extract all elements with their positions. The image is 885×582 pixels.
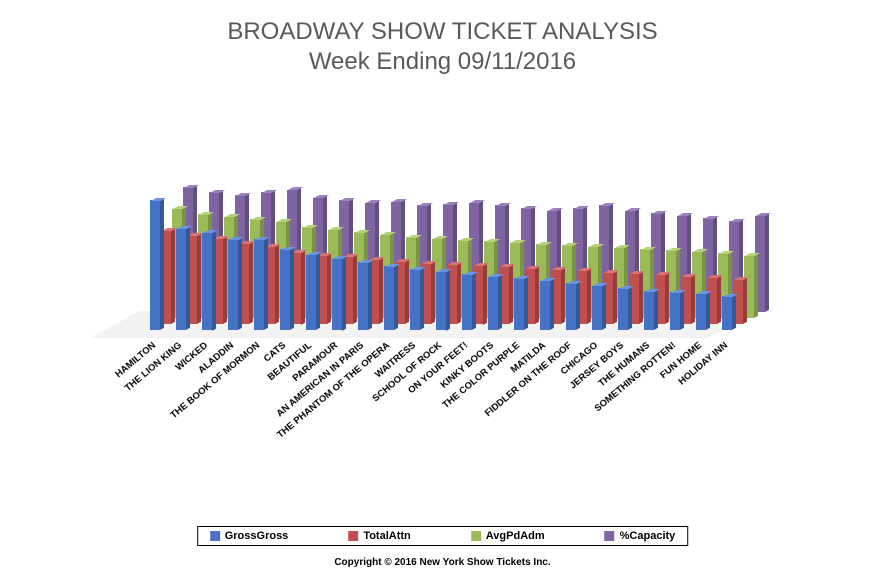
legend-label: AvgPdAdm bbox=[486, 530, 545, 542]
chart-title-line2: Week Ending 09/11/2016 bbox=[0, 48, 885, 76]
legend-item: GrossGross bbox=[210, 530, 289, 542]
legend: GrossGross TotalAttn AvgPdAdm %Capacity bbox=[197, 526, 689, 546]
legend-label: GrossGross bbox=[225, 530, 289, 542]
legend-label: %Capacity bbox=[620, 530, 676, 542]
legend-swatch bbox=[605, 531, 615, 541]
chart-area: HAMILTONTHE LION KINGWICKEDALADDINTHE BO… bbox=[30, 100, 850, 430]
legend-label: TotalAttn bbox=[363, 530, 410, 542]
legend-item: %Capacity bbox=[605, 530, 676, 542]
legend-swatch bbox=[210, 531, 220, 541]
legend-item: TotalAttn bbox=[348, 530, 410, 542]
chart-title-line1: BROADWAY SHOW TICKET ANALYSIS bbox=[0, 0, 885, 46]
legend-item: AvgPdAdm bbox=[471, 530, 545, 542]
legend-swatch bbox=[471, 531, 481, 541]
legend-swatch bbox=[348, 531, 358, 541]
copyright: Copyright © 2016 New York Show Tickets I… bbox=[0, 557, 885, 568]
chart-floor: HAMILTONTHE LION KINGWICKEDALADDINTHE BO… bbox=[30, 100, 850, 430]
